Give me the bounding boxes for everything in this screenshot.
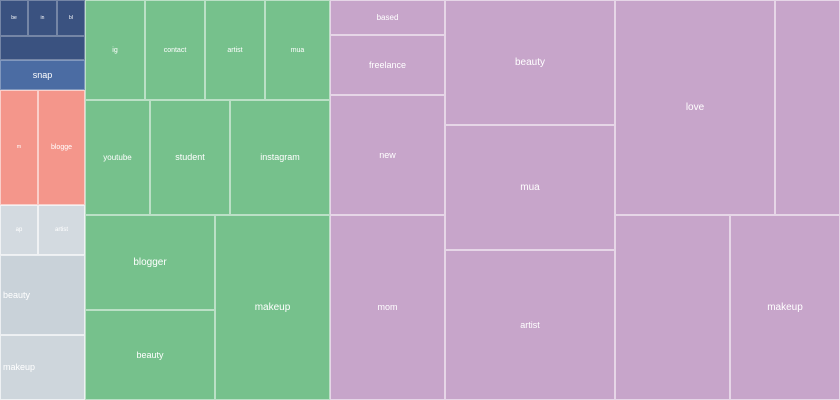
treemap-cell-label: mua <box>290 46 305 54</box>
treemap-cell-label: blogge <box>50 144 73 151</box>
treemap-cell-label: youtube <box>103 152 132 162</box>
treemap-cell-m[interactable]: m <box>0 90 38 205</box>
treemap-cell-unlabeled[interactable] <box>0 36 85 60</box>
treemap-cell-love[interactable]: love <box>615 0 775 215</box>
treemap-cell-artist[interactable]: artist <box>38 205 85 255</box>
treemap-cell-makeup[interactable]: makeup <box>215 215 330 400</box>
treemap-cell-label: be <box>11 14 17 21</box>
treemap-cell-mua[interactable]: mua <box>265 0 330 100</box>
treemap-cell-label: mom <box>377 302 398 312</box>
treemap-cell-makeup[interactable]: makeup <box>0 335 85 400</box>
treemap-cell-beauty[interactable]: beauty <box>0 255 85 335</box>
treemap-cell-new[interactable]: new <box>330 95 445 215</box>
treemap-cell-label: student <box>175 152 205 162</box>
treemap-cell-label: beauty <box>3 289 31 300</box>
treemap-cell-label: makeup <box>767 301 803 313</box>
treemap-cell-artist[interactable]: artist <box>205 0 265 100</box>
treemap-cell-label: blogger <box>133 256 167 268</box>
treemap-cell-label: beauty <box>136 349 164 360</box>
treemap-cell-contact[interactable]: contact <box>145 0 205 100</box>
treemap-cell-label: ap <box>15 227 23 233</box>
treemap-cell-label: mua <box>520 181 540 193</box>
treemap-cell-bl[interactable]: bl <box>57 0 85 36</box>
treemap-cell-student[interactable]: student <box>150 100 230 215</box>
treemap-cell-label: ig <box>112 46 118 54</box>
treemap-cell-unlabeled[interactable] <box>615 215 730 400</box>
treemap-cell-label: m <box>16 144 22 150</box>
treemap-cell-label: bl <box>69 14 73 21</box>
treemap-cell-label: instagram <box>260 152 300 162</box>
treemap-cell-label: artist <box>54 227 68 233</box>
treemap-cell-be[interactable]: be <box>0 0 28 36</box>
treemap-cell-label: freelance <box>368 59 407 70</box>
treemap-cell-beauty[interactable]: beauty <box>445 0 615 125</box>
treemap-cell-label: love <box>685 101 705 113</box>
treemap-cell-instagram[interactable]: instagram <box>230 100 330 215</box>
treemap-cell-snap[interactable]: snap <box>0 60 85 90</box>
treemap-cell-beauty[interactable]: beauty <box>85 310 215 400</box>
treemap-cell-based[interactable]: based <box>330 0 445 35</box>
treemap-cell-in[interactable]: in <box>28 0 57 36</box>
treemap-cell-label: makeup <box>254 301 291 313</box>
treemap-cell-label: beauty <box>514 56 546 68</box>
treemap-cell-mua[interactable]: mua <box>445 125 615 250</box>
treemap-cell-ap[interactable]: ap <box>0 205 38 255</box>
treemap-cell-label: makeup <box>3 362 36 372</box>
treemap-cell-unlabeled[interactable] <box>775 0 840 215</box>
treemap-cell-makeup[interactable]: makeup <box>730 215 840 400</box>
treemap-cell-ig[interactable]: ig <box>85 0 145 100</box>
treemap-cell-artist[interactable]: artist <box>445 250 615 400</box>
treemap-cell-blogger[interactable]: blogger <box>85 215 215 310</box>
treemap-cell-label: in <box>40 14 45 21</box>
treemap-cell-blogge[interactable]: blogge <box>38 90 85 205</box>
treemap-cell-label: contact <box>163 46 187 54</box>
treemap-cell-freelance[interactable]: freelance <box>330 35 445 95</box>
treemap-cell-mom[interactable]: mom <box>330 215 445 400</box>
treemap-cell-youtube[interactable]: youtube <box>85 100 150 215</box>
treemap-cell-label: snap <box>32 69 53 80</box>
treemap-cell-label: based <box>376 12 399 22</box>
treemap-cell-label: artist <box>520 319 540 330</box>
treemap-cell-label: new <box>379 149 396 160</box>
treemap-cell-label: artist <box>227 46 243 54</box>
